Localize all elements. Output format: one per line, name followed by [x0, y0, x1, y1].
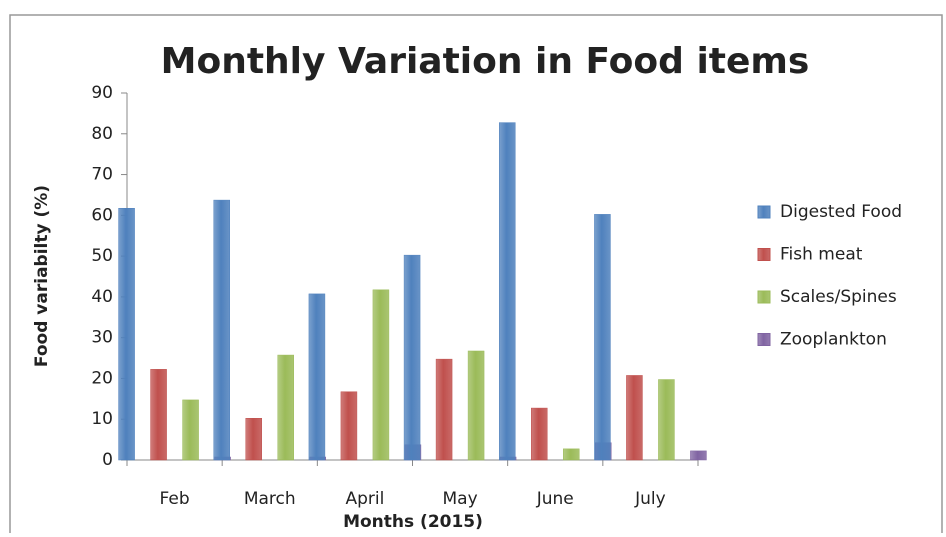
- bar: [467, 350, 485, 461]
- bar: [182, 399, 199, 461]
- bar: [213, 199, 230, 461]
- legend-label: Fish meat: [780, 245, 863, 265]
- y-tick-label: 80: [91, 124, 113, 144]
- x-tick-label: April: [345, 489, 384, 509]
- legend-label: Scales/Spines: [780, 287, 897, 307]
- bar: [435, 358, 453, 461]
- y-tick-label: 20: [91, 368, 113, 388]
- x-tick-label: March: [244, 489, 296, 509]
- legend-swatch: [757, 290, 771, 304]
- y-axis-label: Food variabilty (%): [32, 185, 52, 367]
- bar: [690, 450, 707, 461]
- y-tick-label: 50: [91, 246, 113, 266]
- bar: [245, 418, 262, 461]
- bar: [563, 448, 580, 461]
- x-tick-label: May: [443, 489, 478, 509]
- legend-swatch: [757, 333, 771, 346]
- y-tick-label: 30: [91, 328, 113, 348]
- bar: [340, 391, 358, 461]
- bar: [658, 379, 675, 461]
- y-tick-label: 40: [91, 287, 113, 307]
- bar: [308, 293, 326, 461]
- bar: [150, 369, 167, 461]
- bar: [594, 214, 611, 461]
- x-tick-label: Feb: [160, 489, 190, 509]
- bar: [626, 375, 643, 461]
- x-axis-label: Months (2015): [343, 512, 483, 532]
- legend-label: Zooplankton: [780, 330, 887, 350]
- y-tick-label: 90: [91, 83, 113, 103]
- bar: [531, 407, 548, 461]
- y-tick-label: 0: [102, 450, 113, 470]
- bar: [372, 289, 390, 461]
- y-tick-label: 10: [91, 409, 113, 429]
- bar: [499, 122, 516, 461]
- legend-swatch: [757, 205, 771, 219]
- x-tick-label: June: [536, 489, 574, 509]
- bar: [277, 354, 294, 461]
- chart-title: Monthly Variation in Food items: [161, 41, 810, 82]
- legend-label: Digested Food: [780, 202, 902, 222]
- legend-swatch: [757, 248, 771, 261]
- x-tick-label: July: [634, 489, 666, 509]
- bar: [403, 254, 421, 461]
- y-tick-label: 60: [91, 205, 113, 225]
- y-tick-label: 70: [91, 165, 113, 185]
- bar: [118, 208, 135, 461]
